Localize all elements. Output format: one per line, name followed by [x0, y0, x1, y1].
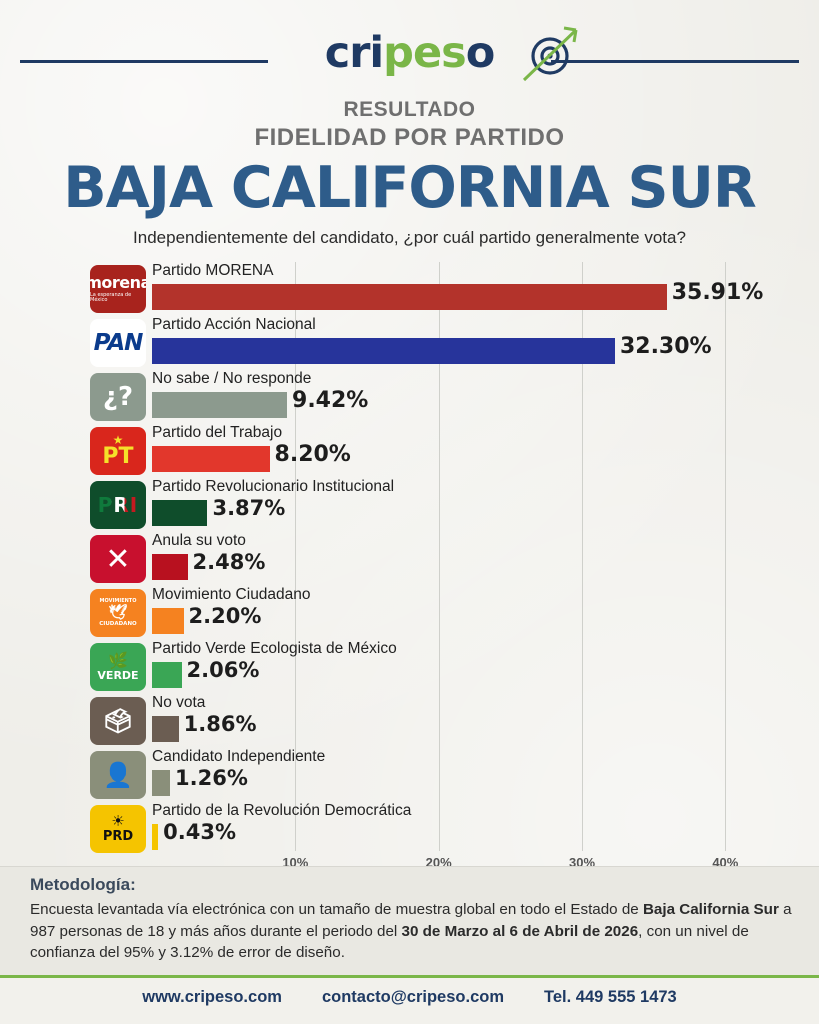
party-label: Movimiento Ciudadano: [152, 586, 311, 603]
chart-row: 👤 Candidato Independiente 1.26%: [90, 748, 809, 802]
methodology-state: Baja California Sur: [642, 901, 779, 918]
bar: [152, 338, 615, 364]
party-label: No sabe / No responde: [152, 370, 312, 387]
bar: [152, 824, 159, 850]
party-label: Partido de la Revolución Democrática: [152, 802, 412, 819]
target-icon: [518, 22, 582, 91]
party-label: Partido Revolucionario Institucional: [152, 478, 395, 495]
bar-value: 2.06%: [186, 658, 260, 682]
verde-logo: 🌿 VERDE: [90, 643, 146, 691]
bar: [152, 446, 270, 472]
chart-row: morena La esperanza de México Partido MORE…: [90, 262, 809, 316]
methodology-p3: , con un nivel de confianza del 95% y 3.…: [30, 922, 749, 962]
footer: www.cripeso.com contacto@cripeso.com Tel…: [0, 978, 819, 1024]
chart-row: PAN Partido Acción Nacional 32.30%: [90, 316, 809, 370]
bar: [152, 554, 188, 580]
header-rule-right: [551, 60, 799, 63]
no-vota-logo: 🗳: [90, 697, 146, 745]
party-label: Partido del Trabajo: [152, 424, 283, 441]
morena-logo: morena La esperanza de México: [90, 265, 146, 313]
brand-header: cripeso: [0, 14, 819, 82]
logo-text-part2: pes: [383, 28, 467, 78]
bar: [152, 392, 288, 418]
bar-value: 32.30%: [619, 334, 712, 359]
methodology-text: Encuesta levantada vía electrónica con u…: [30, 899, 793, 964]
gridline-10%: [295, 262, 297, 851]
party-label: Partido MORENA: [152, 262, 274, 279]
methodology-p1: Encuesta levantada vía electrónica con u…: [30, 901, 643, 918]
bar-value: 1.86%: [183, 712, 257, 736]
bar-value: 2.48%: [192, 550, 266, 574]
survey-question: Independientemente del candidato, ¿por c…: [133, 228, 686, 247]
bar: [152, 716, 179, 742]
gridline-40%: [725, 262, 727, 851]
movimiento-ciudadano-logo: MOVIMIENTO 🕊 CIUDADANO: [90, 589, 146, 637]
chart-row: ¿? No sabe / No responde 9.42%: [90, 370, 809, 424]
chart-row: ☀ PRD Partido de la Revolución Democrática…: [90, 802, 809, 856]
bar-value: 35.91%: [671, 280, 764, 305]
party-label: Candidato Independiente: [152, 748, 326, 765]
party-label: Anula su voto: [152, 532, 246, 549]
prd-logo: ☀ PRD: [90, 805, 146, 853]
chart-row: ✕ Anula su voto 2.48%: [90, 532, 809, 586]
bar-value: 8.20%: [274, 442, 351, 467]
bar-value: 2.20%: [188, 604, 262, 628]
page-title: BAJA CALIFORNIA SUR: [63, 155, 757, 221]
gridline-20%: [438, 262, 440, 851]
chart-row: 🌿 VERDE Partido Verde Ecologista de México…: [90, 640, 809, 694]
logo-text-part3: o: [465, 28, 496, 78]
logo-text-part1: cri: [324, 28, 384, 78]
bar: [152, 284, 667, 310]
footer-website[interactable]: www.cripeso.com: [142, 988, 282, 1006]
bar-chart: morena La esperanza de México Partido MORE…: [0, 262, 819, 870]
bar: [152, 500, 208, 526]
cripeso-logo: cripeso: [325, 32, 496, 75]
footer-email[interactable]: contacto@cripeso.com: [321, 988, 505, 1006]
party-label: No vota: [152, 694, 206, 711]
methodology-section: Metodología: Encuesta levantada vía elec…: [0, 866, 819, 976]
bar-value: 0.43%: [163, 820, 237, 844]
footer-divider: [0, 975, 819, 978]
chart-row: PRI Partido Revolucionario Institucional 3…: [90, 478, 809, 532]
party-label: Partido Acción Nacional: [152, 316, 316, 333]
chart-row: 🗳 No vota 1.86%: [90, 694, 809, 748]
header-rule-left: [20, 60, 268, 63]
methodology-period: 30 de Marzo al 6 de Abril de 2026: [401, 922, 639, 940]
bar: [152, 662, 182, 688]
methodology-title: Metodología:: [30, 875, 136, 894]
bar: [152, 770, 171, 796]
pan-logo: PAN: [90, 319, 146, 367]
bar-value: 3.87%: [212, 496, 286, 520]
result-label: RESULTADO: [343, 98, 476, 121]
chart-row: MOVIMIENTO 🕊 CIUDADANO Movimiento Ciudadano…: [90, 586, 809, 640]
bar-value: 1.26%: [175, 766, 248, 790]
survey-subject: FIDELIDAD POR PARTIDO: [254, 124, 565, 151]
pri-logo: PRI: [90, 481, 146, 529]
footer-phone: Tel. 449 555 1473: [544, 988, 677, 1006]
bar-value: 9.42%: [292, 388, 369, 413]
party-label: Partido Verde Ecologista de México: [152, 640, 397, 657]
methodology-p2: a 987 personas de 18 y más años durante …: [30, 901, 792, 940]
no-sabe-logo: ¿?: [90, 373, 146, 421]
anula-logo: ✕: [90, 535, 146, 583]
pt-logo: ★ PT: [90, 427, 146, 475]
bar: [152, 608, 184, 634]
candidato-independiente-logo: 👤: [90, 751, 146, 799]
gridline-30%: [582, 262, 583, 851]
chart-row: ★ PT Partido del Trabajo 8.20%: [90, 424, 809, 478]
